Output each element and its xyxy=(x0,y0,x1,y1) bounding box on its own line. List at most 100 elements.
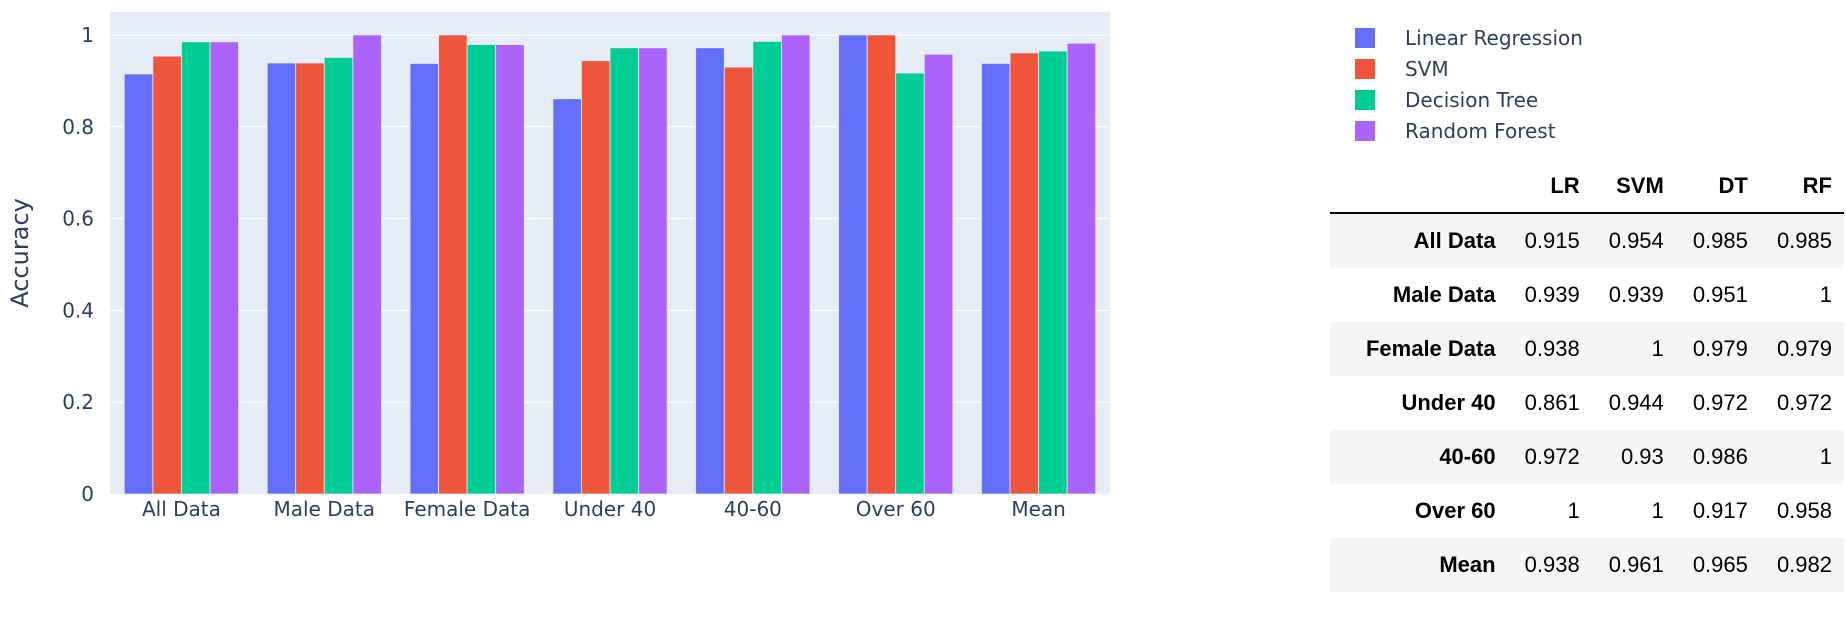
bar[interactable] xyxy=(723,66,754,495)
table-cell: 0.972 xyxy=(1524,444,1580,469)
y-tick-label: 0.2 xyxy=(62,390,94,414)
bar[interactable] xyxy=(209,41,239,495)
table-row-label: Male Data xyxy=(1392,282,1496,307)
bar[interactable] xyxy=(838,34,868,495)
bar[interactable] xyxy=(266,62,297,495)
bar[interactable] xyxy=(781,34,811,495)
table-cell: 0.961 xyxy=(1608,552,1664,577)
table-cell: 0.938 xyxy=(1524,552,1580,577)
bar[interactable] xyxy=(609,47,639,495)
table-cell: 0.965 xyxy=(1692,552,1748,577)
bar[interactable] xyxy=(581,60,611,495)
bar[interactable] xyxy=(638,47,668,495)
legend-item-decision-tree[interactable]: Decision Tree xyxy=(1355,84,1583,115)
table-cell: 0.979 xyxy=(1692,336,1748,361)
table-cell: 0.944 xyxy=(1608,390,1664,415)
bar[interactable] xyxy=(752,40,782,495)
table-header-row: LR SVM DT RF xyxy=(1330,160,1844,214)
legend-label: Decision Tree xyxy=(1405,87,1539,112)
bar[interactable] xyxy=(1066,42,1097,495)
table-row-label: Over 60 xyxy=(1414,498,1496,523)
bar[interactable] xyxy=(695,47,725,495)
table-header-lr: LR xyxy=(1507,160,1592,214)
table-row-label: Mean xyxy=(1439,552,1496,577)
table-header-svm: SVM xyxy=(1591,160,1676,214)
bar[interactable] xyxy=(181,41,211,495)
bar-chart: 0 0.2 0.4 0.6 0.8 1 All Data Male Data Female D… xyxy=(6,12,1110,521)
legend-swatch xyxy=(1355,58,1375,79)
x-tick-label: Under 40 xyxy=(564,497,656,521)
y-tick-label: 0 xyxy=(81,482,94,506)
bar[interactable] xyxy=(895,72,925,495)
bar[interactable] xyxy=(295,62,325,495)
bars xyxy=(123,34,1097,495)
y-tick-label: 0.8 xyxy=(62,115,94,139)
table-row: All Data 0.915 0.954 0.985 0.985 xyxy=(1330,213,1844,268)
bar[interactable] xyxy=(123,73,154,495)
x-tick-label: 40-60 xyxy=(724,497,782,521)
x-tick-label: Mean xyxy=(1011,497,1066,521)
bar[interactable] xyxy=(923,53,954,495)
legend-label: Random Forest xyxy=(1405,118,1556,143)
table-cell: 1 xyxy=(1651,498,1664,523)
y-axis-title: Accuracy xyxy=(6,198,34,308)
table-row-label: 40-60 xyxy=(1439,444,1496,469)
table-cell: 1 xyxy=(1819,444,1832,469)
table-cell: 0.915 xyxy=(1524,228,1580,253)
table-cell: 0.951 xyxy=(1692,282,1748,307)
table-cell: 1 xyxy=(1819,282,1832,307)
legend-item-linear-regression[interactable]: Linear Regression xyxy=(1355,22,1583,53)
bar[interactable] xyxy=(866,34,897,495)
bar[interactable] xyxy=(352,34,382,495)
x-tick-label: Female Data xyxy=(404,497,530,521)
legend-label: Linear Regression xyxy=(1405,25,1583,50)
table-row-label: Under 40 xyxy=(1401,390,1496,415)
bar[interactable] xyxy=(323,57,354,495)
table-row-label: All Data xyxy=(1413,228,1496,253)
legend: Linear Regression SVM Decision Tree Rand… xyxy=(1355,22,1583,146)
table-cell: 0.917 xyxy=(1692,498,1748,523)
table-cell: 0.93 xyxy=(1620,444,1664,469)
table-cell: 0.985 xyxy=(1776,228,1832,253)
y-tick-label: 0.6 xyxy=(62,207,94,231)
x-tick-label: All Data xyxy=(142,497,221,521)
table-row: Mean 0.938 0.961 0.965 0.982 xyxy=(1330,538,1844,592)
table-cell: 0.986 xyxy=(1692,444,1748,469)
table-cell: 1 xyxy=(1651,336,1664,361)
table-cell: 0.954 xyxy=(1608,228,1664,253)
table-row-label: Female Data xyxy=(1365,336,1496,361)
table-cell: 0.979 xyxy=(1776,336,1832,361)
bar[interactable] xyxy=(552,98,582,495)
table-row: Under 40 0.861 0.944 0.972 0.972 xyxy=(1330,376,1844,430)
legend-label: SVM xyxy=(1405,56,1449,81)
table-cell: 0.958 xyxy=(1776,498,1832,523)
bar[interactable] xyxy=(1038,50,1068,495)
legend-item-random-forest[interactable]: Random Forest xyxy=(1355,115,1583,146)
bar[interactable] xyxy=(152,55,182,495)
table-row: Over 60 1 1 0.917 0.958 xyxy=(1330,484,1844,538)
table-cell: 0.938 xyxy=(1524,336,1580,361)
table-cell: 0.972 xyxy=(1692,390,1748,415)
bar[interactable] xyxy=(1009,52,1039,495)
table-cell: 0.861 xyxy=(1524,390,1580,415)
table-cell: 0.985 xyxy=(1692,228,1748,253)
table-cell: 0.972 xyxy=(1776,390,1832,415)
table-cell: 0.939 xyxy=(1524,282,1580,307)
table-cell: 0.982 xyxy=(1776,552,1832,577)
y-tick-label: 1 xyxy=(81,23,94,47)
legend-item-svm[interactable]: SVM xyxy=(1355,53,1583,84)
bar[interactable] xyxy=(409,63,439,495)
x-tick-label: Over 60 xyxy=(856,497,936,521)
table-row: 40-60 0.972 0.93 0.986 1 xyxy=(1330,430,1844,484)
legend-swatch xyxy=(1355,89,1375,110)
table-header-dt: DT xyxy=(1675,160,1760,214)
legend-swatch xyxy=(1355,120,1375,141)
bar[interactable] xyxy=(981,63,1011,495)
y-tick-label: 0.4 xyxy=(62,298,94,322)
table-header-rf: RF xyxy=(1759,160,1844,214)
table-header-blank xyxy=(1330,160,1508,214)
table-cell: 1 xyxy=(1567,498,1580,523)
bar[interactable] xyxy=(495,44,525,495)
bar[interactable] xyxy=(466,44,497,495)
bar[interactable] xyxy=(438,34,468,495)
